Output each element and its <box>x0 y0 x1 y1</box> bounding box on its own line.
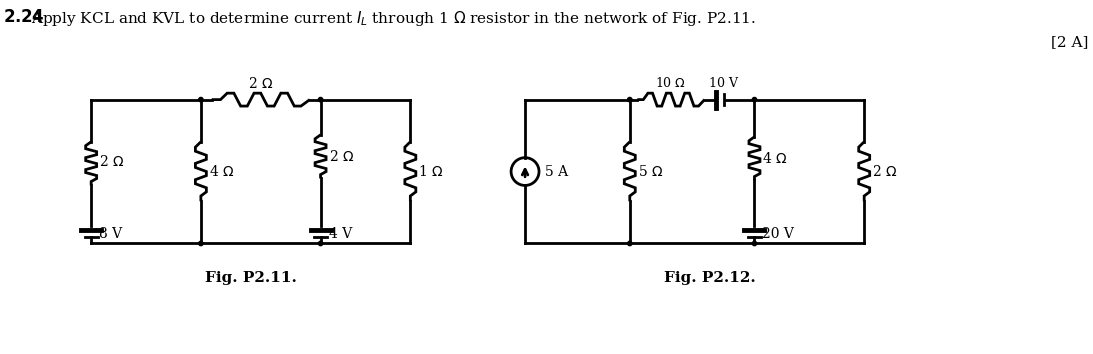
Text: 4 V: 4 V <box>329 227 352 241</box>
Text: 4 $\Omega$: 4 $\Omega$ <box>763 151 788 166</box>
Text: Fig. P2.12.: Fig. P2.12. <box>663 271 755 285</box>
Text: 5 $\Omega$: 5 $\Omega$ <box>638 164 663 179</box>
Circle shape <box>752 241 756 246</box>
Text: 4 $\Omega$: 4 $\Omega$ <box>209 164 234 179</box>
Text: 1 $\Omega$: 1 $\Omega$ <box>419 164 444 179</box>
Text: 10 V: 10 V <box>709 77 738 90</box>
Circle shape <box>627 241 632 246</box>
Text: Apply KCL and KVL to determine current $I_L$ through 1 $\Omega$ resistor in the : Apply KCL and KVL to determine current $… <box>32 9 756 28</box>
Text: 2 $\Omega$: 2 $\Omega$ <box>248 76 273 91</box>
Text: 8 V: 8 V <box>99 227 122 241</box>
Text: 5 A: 5 A <box>545 165 568 178</box>
Circle shape <box>318 241 322 246</box>
Circle shape <box>318 97 322 102</box>
Text: 10 $\Omega$: 10 $\Omega$ <box>656 76 686 90</box>
Circle shape <box>199 97 203 102</box>
Text: 2 $\Omega$: 2 $\Omega$ <box>99 154 125 169</box>
Circle shape <box>627 97 632 102</box>
Text: $\bf{2.24}$: $\bf{2.24}$ <box>3 9 45 26</box>
Text: 2 $\Omega$: 2 $\Omega$ <box>329 149 354 164</box>
Circle shape <box>752 97 756 102</box>
Text: [2 A]: [2 A] <box>1051 35 1089 49</box>
Text: 20 V: 20 V <box>763 227 795 241</box>
Text: 2 $\Omega$: 2 $\Omega$ <box>872 164 897 179</box>
Circle shape <box>199 241 203 246</box>
Text: Fig. P2.11.: Fig. P2.11. <box>204 271 296 285</box>
